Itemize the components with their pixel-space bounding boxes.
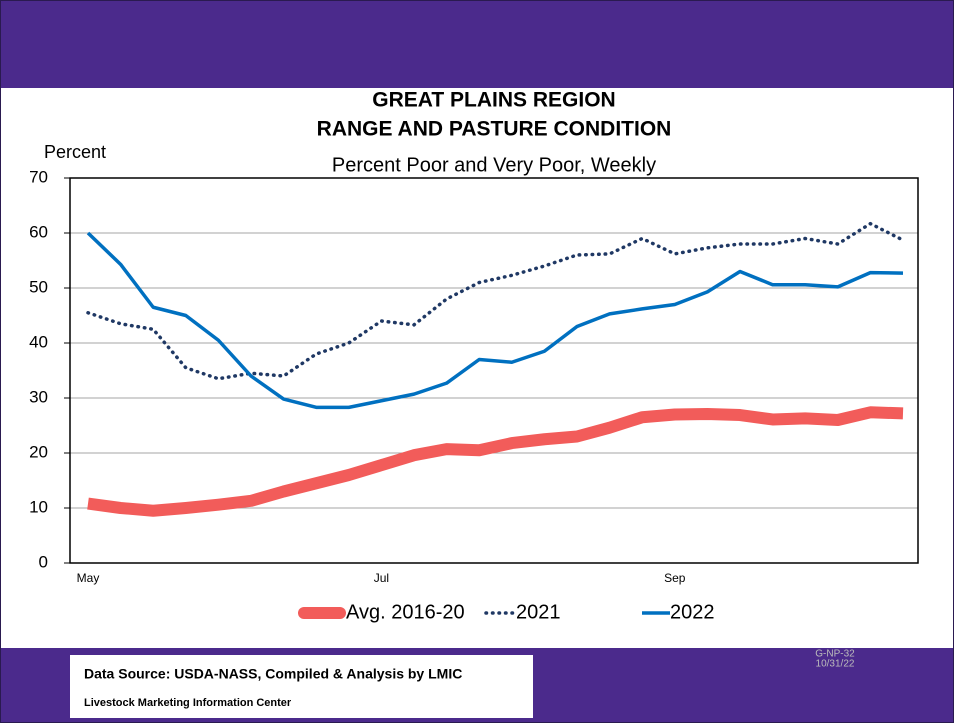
legend-label: 2022 — [670, 601, 715, 623]
y-tick-label: 20 — [29, 442, 48, 461]
plot-border — [69, 177, 919, 564]
plot: 0 10 20 30 40 50 60 70 May Jul Sep Avg. 2016-20 2021… — [29, 167, 919, 623]
y-tick-label: 30 — [29, 387, 48, 406]
chart-subtitle: Percent Poor and Very Poor, Weekly — [332, 154, 656, 176]
y-tick-label: 60 — [29, 222, 48, 241]
chart-title: RANGE AND PASTURE CONDITION — [317, 118, 672, 141]
y-tick-label: 0 — [39, 552, 48, 571]
series-line — [86, 231, 904, 410]
legend-label: 2021 — [516, 601, 561, 623]
y-tick-label: 50 — [29, 277, 48, 296]
legend-label: Avg. 2016-20 — [346, 601, 465, 623]
x-tick-label: Jul — [374, 571, 389, 585]
y-tick-label: 70 — [29, 167, 48, 186]
series-line — [86, 221, 905, 381]
organization: Livestock Marketing Information Center — [84, 697, 292, 709]
x-tick-label: Sep — [664, 571, 686, 585]
top-band — [0, 0, 954, 88]
y-tick-label: 10 — [29, 497, 48, 516]
slide-code: G-NP-32 — [815, 649, 855, 660]
chart-title: GREAT PLAINS REGION — [372, 89, 615, 112]
y-axis-label: Percent — [44, 142, 106, 162]
series-line — [87, 406, 904, 517]
x-tick-label: May — [77, 571, 100, 585]
slide-date: 10/31/22 — [816, 659, 855, 670]
source: Data Source: USDA-NASS, Compiled & Analy… — [84, 666, 462, 682]
y-tick-label: 40 — [29, 332, 48, 351]
source-box — [70, 655, 533, 718]
